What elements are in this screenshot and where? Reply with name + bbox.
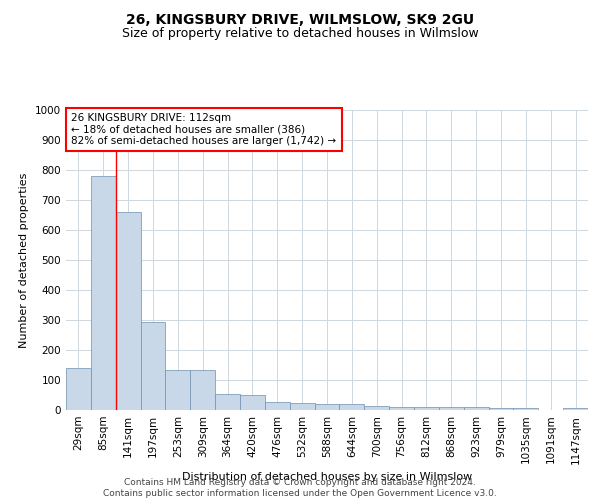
Text: Size of property relative to detached houses in Wilmslow: Size of property relative to detached ho… [122, 28, 478, 40]
Bar [66, 368, 91, 410]
Bar [439, 407, 464, 410]
Bar [166, 370, 190, 410]
Bar [563, 408, 588, 410]
Bar [514, 408, 538, 410]
Text: 26, KINGSBURY DRIVE, WILMSLOW, SK9 2GU: 26, KINGSBURY DRIVE, WILMSLOW, SK9 2GU [126, 12, 474, 26]
Bar [314, 404, 340, 410]
Bar [265, 402, 290, 410]
Bar [364, 406, 389, 410]
Bar [190, 370, 215, 410]
Text: 26 KINGSBURY DRIVE: 112sqm
← 18% of detached houses are smaller (386)
82% of sem: 26 KINGSBURY DRIVE: 112sqm ← 18% of deta… [71, 113, 337, 146]
Bar [414, 407, 439, 410]
Bar [240, 395, 265, 410]
X-axis label: Distribution of detached houses by size in Wilmslow: Distribution of detached houses by size … [182, 472, 472, 482]
Bar [290, 402, 314, 410]
Bar [340, 404, 364, 410]
Bar [140, 322, 166, 410]
Bar [91, 176, 116, 410]
Y-axis label: Number of detached properties: Number of detached properties [19, 172, 29, 348]
Bar [389, 407, 414, 410]
Bar [464, 407, 488, 410]
Bar [116, 212, 140, 410]
Bar [215, 394, 240, 410]
Bar [488, 408, 514, 410]
Text: Contains HM Land Registry data © Crown copyright and database right 2024.
Contai: Contains HM Land Registry data © Crown c… [103, 478, 497, 498]
